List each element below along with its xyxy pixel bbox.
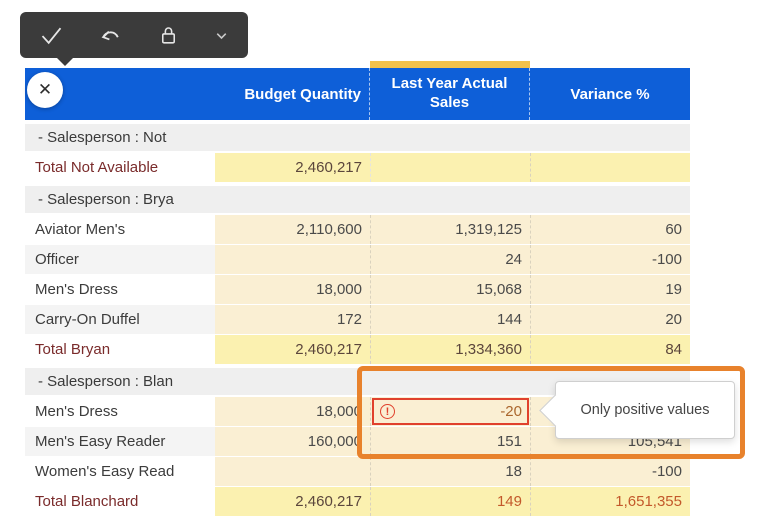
- cell-last-year-sales[interactable]: 1,334,360: [370, 335, 530, 364]
- cell-last-year-sales[interactable]: 24: [370, 245, 530, 274]
- undo-icon[interactable]: [97, 22, 124, 49]
- cell-last-year-sales-error[interactable]: -20!: [370, 397, 530, 426]
- table-row[interactable]: Officer 24 -100: [25, 245, 690, 274]
- cell-budget-quantity[interactable]: 18,000: [215, 275, 370, 304]
- table-row[interactable]: Carry-On Duffel 172 144 20: [25, 305, 690, 334]
- cell-row-label[interactable]: Men's Dress: [25, 275, 215, 304]
- cell-last-year-sales[interactable]: 149: [370, 487, 530, 516]
- cell-budget-quantity[interactable]: [215, 245, 370, 274]
- grid-header-row: Budget Quantity Last Year Actual Sales V…: [25, 68, 690, 120]
- tooltip-text: Only positive values: [580, 402, 710, 418]
- chevron-down-icon[interactable]: [213, 27, 230, 44]
- error-cell-border: [372, 398, 529, 425]
- error-icon: !: [380, 403, 395, 419]
- cell-variance-percent[interactable]: 19: [530, 275, 690, 304]
- cell-budget-quantity[interactable]: 2,110,600: [215, 215, 370, 244]
- grid-body: - Salesperson : Not Total Not Available 2,…: [25, 124, 690, 516]
- data-grid: Budget Quantity Last Year Actual Sales V…: [25, 61, 690, 516]
- total-row[interactable]: Total Bryan 2,460,217 1,334,360 84: [25, 335, 690, 364]
- header-budget-quantity[interactable]: Budget Quantity: [215, 68, 370, 120]
- cell-row-label[interactable]: Men's Dress: [25, 397, 215, 426]
- cell-row-label[interactable]: Officer: [25, 245, 215, 274]
- cell-row-label[interactable]: Total Bryan: [25, 335, 215, 364]
- cell-last-year-sales[interactable]: 144: [370, 305, 530, 334]
- group-row-label[interactable]: - Salesperson : Not: [38, 129, 167, 146]
- cell-row-label[interactable]: Men's Easy Reader: [25, 427, 215, 456]
- lock-icon[interactable]: [156, 23, 181, 48]
- cell-last-year-sales[interactable]: 18: [370, 457, 530, 486]
- cell-variance-percent[interactable]: 20: [530, 305, 690, 334]
- cell-row-label[interactable]: Aviator Men's: [25, 215, 215, 244]
- cell-variance-percent[interactable]: 60: [530, 215, 690, 244]
- total-row[interactable]: Total Blanchard 2,460,217 149 1,651,355: [25, 487, 690, 516]
- cell-budget-quantity[interactable]: 18,000: [215, 397, 370, 426]
- cell-last-year-sales[interactable]: [370, 153, 530, 182]
- total-row[interactable]: Total Not Available 2,460,217: [25, 153, 690, 182]
- table-row[interactable]: Men's Dress 18,000 15,068 19: [25, 275, 690, 304]
- cell-last-year-sales[interactable]: 1,319,125: [370, 215, 530, 244]
- cell-variance-percent[interactable]: -100: [530, 245, 690, 274]
- cell-budget-quantity[interactable]: [215, 457, 370, 486]
- validation-tooltip: Only positive values: [539, 381, 735, 439]
- cell-variance-percent[interactable]: [530, 153, 690, 182]
- close-icon[interactable]: ✕: [27, 72, 63, 108]
- cell-row-label[interactable]: Carry-On Duffel: [25, 305, 215, 334]
- confirm-check-icon[interactable]: [38, 22, 65, 49]
- cell-budget-quantity[interactable]: 2,460,217: [215, 487, 370, 516]
- group-row[interactable]: - Salesperson : Brya: [25, 186, 690, 213]
- cell-row-label[interactable]: Women's Easy Read: [25, 457, 215, 486]
- cell-budget-quantity[interactable]: 2,460,217: [215, 335, 370, 364]
- table-row[interactable]: Women's Easy Read 18 -100: [25, 457, 690, 486]
- group-row[interactable]: - Salesperson : Not: [25, 124, 690, 151]
- group-row-label[interactable]: - Salesperson : Brya: [38, 191, 174, 208]
- cell-budget-quantity[interactable]: 160,000: [215, 427, 370, 456]
- toolbar-pointer: [56, 57, 74, 66]
- selected-column-indicator: [370, 61, 530, 68]
- cell-row-label[interactable]: Total Blanchard: [25, 487, 215, 516]
- cell-last-year-sales[interactable]: 15,068: [370, 275, 530, 304]
- cell-variance-percent[interactable]: 84: [530, 335, 690, 364]
- cell-variance-percent[interactable]: -100: [530, 457, 690, 486]
- cell-row-label[interactable]: Total Not Available: [25, 153, 215, 182]
- cell-last-year-sales[interactable]: 151: [370, 427, 530, 456]
- table-row[interactable]: Aviator Men's 2,110,600 1,319,125 60: [25, 215, 690, 244]
- group-row-label[interactable]: - Salesperson : Blan: [38, 373, 174, 390]
- header-last-year-actual-sales[interactable]: Last Year Actual Sales: [370, 68, 530, 120]
- cell-variance-percent[interactable]: 1,651,355: [530, 487, 690, 516]
- cell-budget-quantity[interactable]: 172: [215, 305, 370, 334]
- cell-budget-quantity[interactable]: 2,460,217: [215, 153, 370, 182]
- header-variance-percent[interactable]: Variance %: [570, 85, 650, 103]
- edit-toolbar: [20, 12, 248, 58]
